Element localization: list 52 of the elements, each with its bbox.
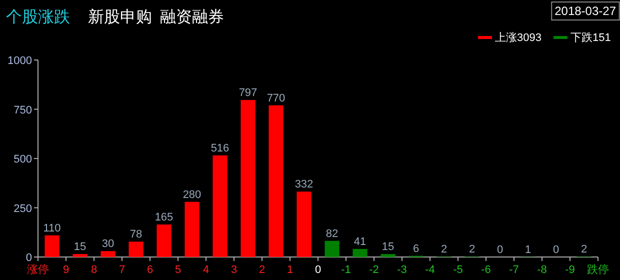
data-label: 41 — [354, 236, 366, 248]
x-tick-label: 跌停 — [587, 264, 609, 276]
x-tick-label: -2 — [369, 264, 379, 276]
data-label: 78 — [130, 228, 142, 241]
x-tick-label: -4 — [425, 264, 435, 276]
x-tick-label: -5 — [453, 264, 463, 276]
data-label: 770 — [266, 92, 286, 104]
x-tick-label: 9 — [62, 264, 70, 276]
data-label: 82 — [326, 228, 338, 240]
chart-title: 个股涨跌 — [6, 8, 70, 26]
text: 2018-03-27 — [554, 4, 616, 18]
x-tick-label: 7 — [118, 264, 126, 276]
data-label: 797 — [238, 86, 258, 99]
data-label: 1 — [524, 244, 532, 256]
data-label: 6 — [412, 242, 420, 255]
data-label: 280 — [182, 188, 202, 201]
legend-label: 上涨3093 — [495, 31, 542, 44]
x-tick-label: -9 — [565, 264, 575, 276]
y-tick-label: 250 — [14, 202, 32, 215]
data-label: 15 — [382, 241, 394, 254]
x-tick-label: 5 — [174, 264, 182, 276]
y-tick-label: 500 — [14, 154, 32, 166]
text: 新股申购 — [88, 8, 152, 26]
x-tick-label: 8 — [90, 264, 98, 276]
x-tick-label: 6 — [146, 264, 154, 276]
data-label: 110 — [43, 222, 61, 234]
y-tick-label: 0 — [26, 252, 32, 264]
text: 融资融券 — [160, 8, 224, 26]
data-label: 0 — [552, 244, 560, 256]
x-tick-label: -7 — [509, 264, 519, 276]
data-label: 30 — [102, 238, 114, 250]
x-tick-label: -6 — [481, 264, 491, 276]
data-label: 516 — [210, 142, 230, 154]
data-label: 0 — [496, 244, 504, 256]
y-tick-label: 1000 — [8, 55, 32, 67]
x-tick-label: 涨停 — [27, 264, 49, 276]
data-label: 2 — [580, 244, 588, 256]
data-label: 2 — [468, 244, 476, 256]
data-label: 15 — [74, 241, 86, 254]
x-tick-label: 3 — [230, 264, 238, 276]
legend-label: 下跌151 — [570, 32, 611, 44]
x-tick-label: 0 — [314, 264, 322, 276]
x-tick-label: 1 — [286, 264, 294, 276]
x-tick-label: -8 — [537, 264, 547, 276]
x-tick-label: -3 — [397, 264, 407, 276]
data-label: 165 — [154, 211, 174, 224]
x-tick-label: 2 — [258, 264, 266, 276]
x-tick-label: -1 — [341, 264, 351, 276]
x-tick-label: 4 — [202, 264, 210, 276]
data-label: 2 — [440, 244, 448, 256]
data-label: 332 — [294, 178, 314, 191]
y-tick-label: 750 — [14, 104, 32, 116]
